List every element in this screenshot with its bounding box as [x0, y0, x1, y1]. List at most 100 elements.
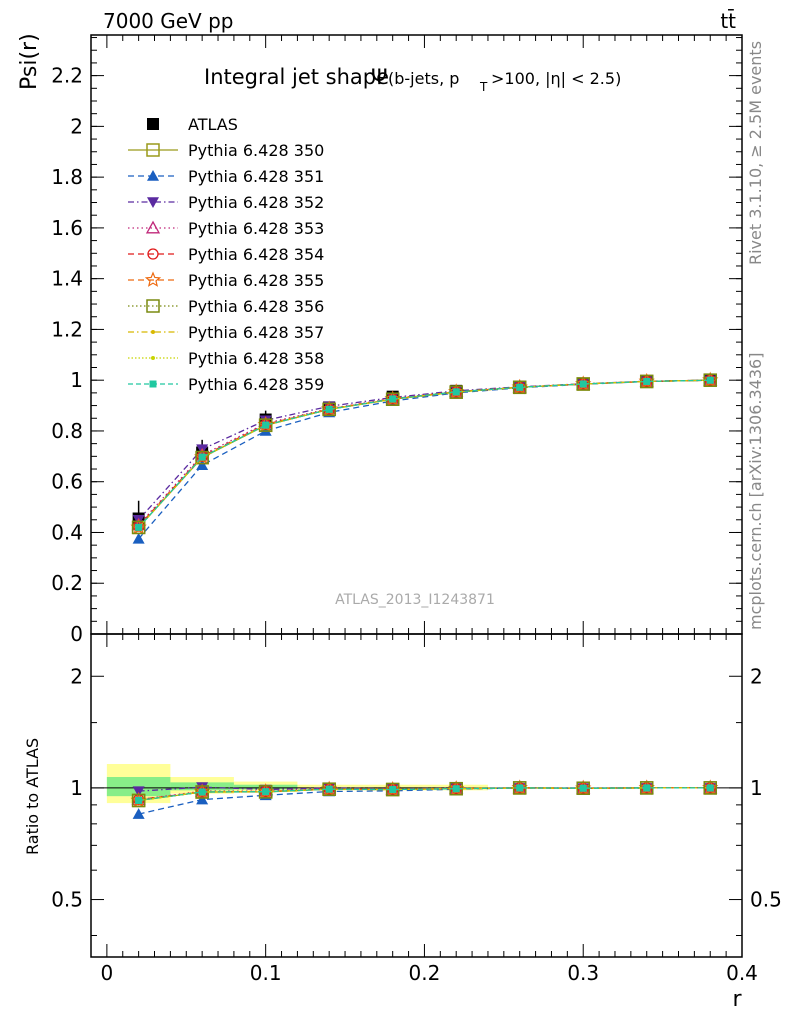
ratio-ytick-label: 2 [70, 664, 83, 688]
legend-label: Pythia 6.428 352 [188, 193, 324, 212]
series-ratio-point [389, 786, 397, 794]
series-point [322, 402, 336, 417]
series-line [138, 379, 711, 521]
series-point [325, 405, 333, 413]
legend-label: Pythia 6.428 351 [188, 167, 324, 186]
series-10 [135, 376, 714, 804]
ratio-ytick-label: 1 [70, 776, 83, 800]
main-ytick-label: 0.6 [51, 470, 83, 494]
series-point [643, 377, 651, 385]
main-ytick-label: 1.8 [51, 165, 83, 189]
main-ytick-label: 1.4 [51, 267, 83, 291]
series-ratio-point [132, 808, 145, 819]
legend-marker [147, 248, 159, 260]
series-point [259, 415, 272, 427]
legend-item-6: Pythia 6.428 355 [128, 271, 324, 290]
legend-item-3: Pythia 6.428 352 [128, 193, 324, 212]
legend-item-2: Pythia 6.428 351 [128, 167, 324, 186]
legend-marker [147, 197, 159, 208]
series-3 [132, 375, 717, 798]
series-line [138, 379, 711, 540]
legend-item-8: Pythia 6.428 357 [128, 323, 324, 342]
legend-label: Pythia 6.428 359 [188, 375, 324, 394]
series-ratio-point [706, 784, 714, 792]
series-point [452, 388, 460, 396]
series-point [131, 520, 146, 535]
series-point [258, 418, 273, 432]
series-8 [136, 378, 713, 803]
main-ytick-label: 0.8 [51, 419, 83, 443]
header-left: 7000 GeV pp [103, 9, 234, 33]
series-ratio-point [703, 781, 717, 795]
legend-label: Pythia 6.428 356 [188, 297, 324, 316]
series [130, 371, 719, 819]
main-ytick-label: 0.2 [51, 571, 83, 595]
series-6 [130, 371, 719, 808]
xlabel: r [732, 987, 742, 1012]
series-ratio-point [643, 784, 651, 792]
legend-item-5: Pythia 6.428 354 [128, 245, 324, 264]
series-line [138, 379, 711, 528]
plot-title: Integral jet shape Ψ (b-jets, p T >100, … [204, 65, 621, 94]
series-point [516, 383, 524, 391]
xtick-label: 0.3 [567, 961, 599, 985]
series-ratio-point [131, 793, 146, 808]
legend-label: Pythia 6.428 357 [188, 323, 324, 342]
main-ytick-label: 1.6 [51, 216, 83, 240]
series-ratio-line [138, 787, 711, 802]
legend-label: Pythia 6.428 353 [188, 219, 324, 238]
ratio-ylabel: Ratio to ATLAS [23, 738, 42, 855]
xtick-label: 0.2 [409, 961, 441, 985]
legend-item-9: Pythia 6.428 358 [128, 349, 324, 368]
legend-item-7: Pythia 6.428 356 [128, 297, 324, 316]
series-ratio-point [452, 785, 460, 793]
ratio-ytick-label: 0.5 [51, 888, 83, 912]
legend-label: Pythia 6.428 354 [188, 245, 324, 264]
series-ratio-point [516, 784, 524, 792]
ratio-ytick-label-right: 2 [750, 664, 763, 688]
title-symbol: Ψ [371, 65, 388, 89]
series-4 [131, 372, 718, 806]
series-ratio-point [579, 784, 587, 792]
series-point [198, 453, 206, 461]
legend-marker [144, 271, 162, 287]
legend-item-4: Pythia 6.428 353 [128, 219, 324, 238]
series-point [389, 395, 397, 403]
legend-label: Pythia 6.428 358 [188, 349, 324, 368]
title-cond-a: (b-jets, p [388, 69, 459, 88]
legend-item-10: Pythia 6.428 359 [128, 375, 324, 394]
series-ratio-point [196, 793, 209, 805]
main-ytick-label: 2 [70, 114, 83, 138]
series-point [196, 459, 209, 471]
legend-label: ATLAS [188, 115, 238, 134]
series-7 [131, 373, 717, 808]
series-ratio-point [135, 796, 143, 804]
main-ytick-label: 0.4 [51, 520, 83, 544]
legend-marker [149, 380, 157, 388]
xtick-label: 0.4 [726, 961, 758, 985]
series-point [706, 376, 714, 384]
mcplots-label: mcplots.cern.ch [arXiv:1306.3436] [746, 353, 765, 630]
main-ytick-label: 2.2 [51, 64, 83, 88]
title-main: Integral jet shape [204, 65, 389, 89]
main-ytick-label: 1 [70, 368, 83, 392]
main-ytick-label: 0 [70, 622, 83, 646]
legend-item-data: ATLAS [147, 115, 238, 134]
xtick-label: 0.1 [250, 961, 282, 985]
series-point [259, 424, 272, 436]
legend-marker [145, 220, 161, 234]
series-9 [136, 378, 713, 803]
series-point [135, 523, 143, 531]
legend-marker [146, 143, 160, 157]
axes: 0 0.2 0.4 0.6 0.8 1 1.2 1.4 1.6 1.8 2 2.2 0.5 0.5 1 1 2 2… [51, 34, 782, 985]
series-point [262, 421, 270, 429]
legend-marker [147, 170, 159, 181]
header-right: tt̄ [720, 8, 736, 33]
legend: ATLAS Pythia 6.428 350 Pythia 6.428 351 Pyt… [128, 115, 324, 394]
title-cond-b: >100, |η| < 2.5) [491, 69, 621, 88]
series-ratio-point [262, 788, 270, 796]
legend-label: Pythia 6.428 350 [188, 141, 324, 160]
ratio-ytick-label-right: 0.5 [750, 888, 782, 912]
rivet-label: Rivet 3.1.10, ≥ 2.5M events [746, 41, 765, 265]
